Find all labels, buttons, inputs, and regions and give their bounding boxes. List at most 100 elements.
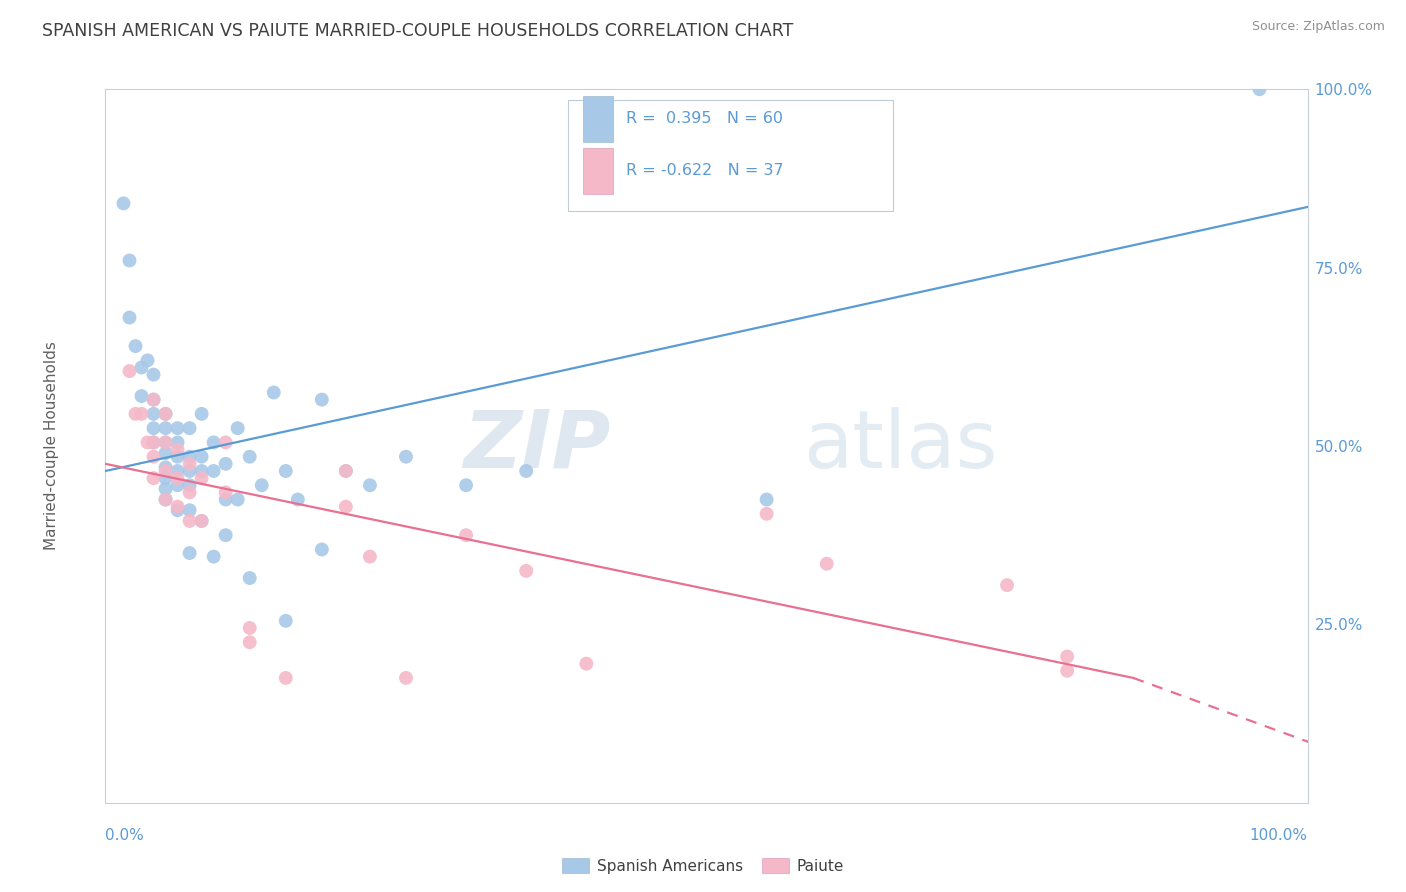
Text: atlas: atlas <box>803 407 997 485</box>
Point <box>155 492 177 507</box>
Text: ZIP: ZIP <box>463 407 610 485</box>
Point <box>179 450 201 464</box>
Point <box>239 571 262 585</box>
Point <box>155 407 177 421</box>
Point <box>515 564 537 578</box>
Point <box>287 492 309 507</box>
Point <box>166 421 188 435</box>
Point <box>155 446 177 460</box>
FancyBboxPatch shape <box>582 147 613 194</box>
Point <box>202 435 225 450</box>
Point <box>155 407 177 421</box>
Point <box>755 492 778 507</box>
Point <box>190 464 212 478</box>
Point <box>239 635 262 649</box>
Point <box>142 471 165 485</box>
Point <box>131 389 153 403</box>
Point <box>190 407 212 421</box>
Text: 100.0%: 100.0% <box>1250 828 1308 843</box>
Point <box>179 464 201 478</box>
Legend: Spanish Americans, Paiute: Spanish Americans, Paiute <box>555 852 851 880</box>
Point <box>142 368 165 382</box>
Text: 0.0%: 0.0% <box>105 828 145 843</box>
Point <box>155 435 177 450</box>
FancyBboxPatch shape <box>582 95 613 142</box>
Point <box>124 407 146 421</box>
Point <box>311 542 333 557</box>
Point <box>190 514 212 528</box>
Point <box>395 450 418 464</box>
Point <box>136 353 159 368</box>
Point <box>395 671 418 685</box>
Point <box>190 450 212 464</box>
Point <box>190 471 212 485</box>
Point <box>131 407 153 421</box>
Point <box>1249 82 1271 96</box>
Point <box>335 500 357 514</box>
Point <box>179 421 201 435</box>
Point <box>995 578 1018 592</box>
Point <box>274 464 297 478</box>
Point <box>202 464 225 478</box>
Point <box>214 492 236 507</box>
Point <box>214 528 236 542</box>
Point <box>239 450 262 464</box>
Point <box>155 492 177 507</box>
Point <box>166 471 188 485</box>
Text: SPANISH AMERICAN VS PAIUTE MARRIED-COUPLE HOUSEHOLDS CORRELATION CHART: SPANISH AMERICAN VS PAIUTE MARRIED-COUPL… <box>42 22 793 40</box>
Point <box>274 671 297 685</box>
Point <box>155 482 177 496</box>
Point <box>202 549 225 564</box>
Point <box>1056 664 1078 678</box>
Point <box>166 435 188 450</box>
Point <box>454 528 477 542</box>
Text: Source: ZipAtlas.com: Source: ZipAtlas.com <box>1251 20 1385 33</box>
Point <box>142 407 165 421</box>
Point <box>142 392 165 407</box>
Point <box>118 364 141 378</box>
Point <box>263 385 285 400</box>
Point <box>250 478 273 492</box>
Point <box>179 546 201 560</box>
Point <box>155 435 177 450</box>
Point <box>166 500 188 514</box>
Point <box>136 435 159 450</box>
Point <box>155 464 177 478</box>
Point <box>155 421 177 435</box>
Point <box>118 310 141 325</box>
Point <box>214 435 236 450</box>
Point <box>155 471 177 485</box>
Point <box>190 514 212 528</box>
Point <box>755 507 778 521</box>
Text: R = -0.622   N = 37: R = -0.622 N = 37 <box>626 163 783 178</box>
Point <box>112 196 135 211</box>
Point <box>335 464 357 478</box>
Point <box>179 478 201 492</box>
FancyBboxPatch shape <box>568 100 893 211</box>
Point <box>515 464 537 478</box>
Point <box>166 478 188 492</box>
Point <box>274 614 297 628</box>
Point <box>142 392 165 407</box>
Point <box>335 464 357 478</box>
Point <box>166 442 188 457</box>
Point <box>226 492 249 507</box>
Point <box>1056 649 1078 664</box>
Point <box>142 421 165 435</box>
Point <box>155 460 177 475</box>
Point <box>575 657 598 671</box>
Point <box>359 478 381 492</box>
Point <box>311 392 333 407</box>
Point <box>239 621 262 635</box>
Point <box>179 503 201 517</box>
Point <box>166 464 188 478</box>
Point <box>118 253 141 268</box>
Point <box>359 549 381 564</box>
Point <box>179 457 201 471</box>
Point <box>815 557 838 571</box>
Text: Married-couple Households: Married-couple Households <box>44 342 59 550</box>
Point <box>179 514 201 528</box>
Point <box>226 421 249 435</box>
Point <box>214 457 236 471</box>
Point <box>214 485 236 500</box>
